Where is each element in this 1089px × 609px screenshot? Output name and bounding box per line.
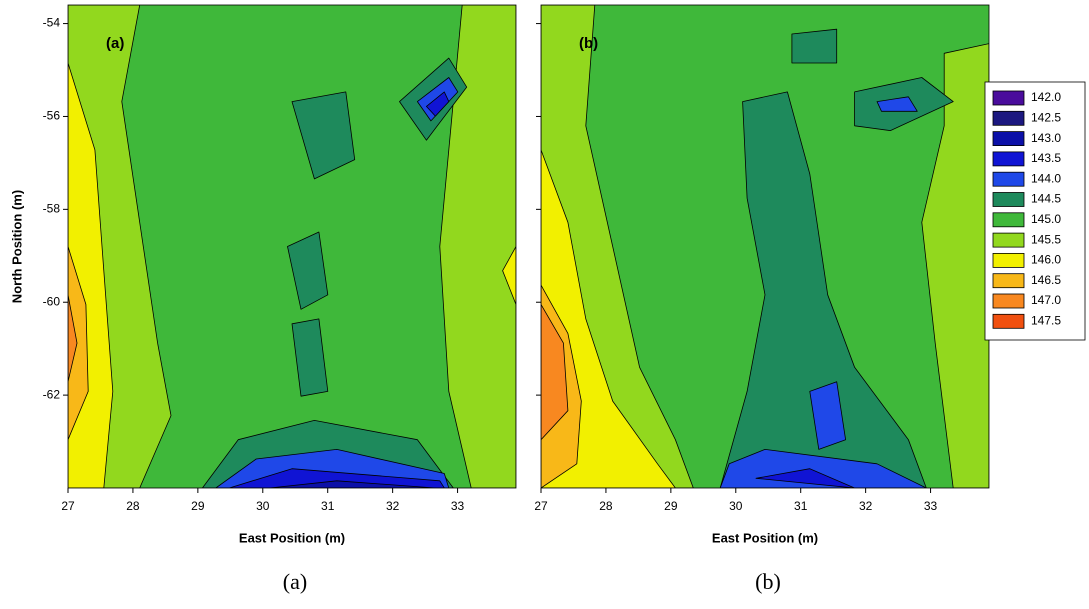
contour-region xyxy=(876,96,918,112)
contour-region xyxy=(68,246,89,441)
legend-swatch xyxy=(992,212,1025,228)
legend-label: 145.5 xyxy=(1031,232,1061,246)
x-tick-label: 33 xyxy=(924,499,938,513)
legend-swatch xyxy=(992,171,1025,187)
y-tick-label: -60 xyxy=(43,294,61,308)
legend-swatch xyxy=(992,273,1025,289)
legend-label: 143.0 xyxy=(1031,131,1061,145)
legend-label: 144.5 xyxy=(1031,192,1061,206)
plot-frame xyxy=(67,4,517,489)
contour-region xyxy=(269,480,436,488)
x-tick-label: 28 xyxy=(599,499,613,513)
legend-label: 143.5 xyxy=(1031,151,1061,165)
x-axis-label: East Position (m) xyxy=(239,530,345,545)
contour-region xyxy=(68,294,78,383)
x-tick-label: 31 xyxy=(321,499,335,513)
caption: (b) xyxy=(755,569,781,594)
x-tick-label: 33 xyxy=(451,499,465,513)
contour-region xyxy=(541,304,569,441)
y-tick-label: -62 xyxy=(43,387,61,401)
panel-label: (a) xyxy=(106,35,124,52)
contour-region xyxy=(291,91,356,180)
y-tick-label: -56 xyxy=(43,109,61,123)
legend-swatch xyxy=(992,90,1025,106)
legend-label: 145.0 xyxy=(1031,212,1061,226)
x-axis-label: East Position (m) xyxy=(712,530,818,545)
legend-swatch xyxy=(992,313,1025,329)
contour-region xyxy=(426,91,450,117)
panel-label: (b) xyxy=(579,35,598,52)
legend-swatch xyxy=(992,110,1025,126)
x-tick-label: 29 xyxy=(191,499,205,513)
x-tick-label: 30 xyxy=(729,499,743,513)
x-tick-label: 32 xyxy=(386,499,400,513)
y-tick-label: -54 xyxy=(43,16,61,30)
legend-swatch xyxy=(992,192,1025,207)
legend-swatch xyxy=(992,252,1025,268)
legend-label: 144.0 xyxy=(1031,171,1061,185)
legend-label: 142.5 xyxy=(1031,110,1061,124)
contour-region xyxy=(809,381,846,450)
contour-region xyxy=(921,43,989,488)
legend-label: 147.0 xyxy=(1031,293,1061,307)
x-tick-label: 31 xyxy=(794,499,808,513)
y-tick-label: -58 xyxy=(43,202,61,216)
y-axis-label: North Position (m) xyxy=(9,190,24,303)
contour-region xyxy=(287,231,329,310)
contour-region xyxy=(228,468,445,488)
contour-region xyxy=(755,468,855,488)
legend-label: 146.0 xyxy=(1031,253,1061,267)
x-tick-label: 27 xyxy=(61,499,75,513)
x-tick-label: 28 xyxy=(126,499,140,513)
legend-swatch xyxy=(992,131,1025,147)
legend-label: 142.0 xyxy=(1031,90,1061,104)
legend-label: 147.5 xyxy=(1031,313,1061,327)
x-tick-label: 32 xyxy=(859,499,873,513)
contour-region xyxy=(291,318,329,397)
contour-field xyxy=(68,5,516,488)
contour-region xyxy=(719,91,927,488)
x-tick-label: 29 xyxy=(664,499,678,513)
x-tick-label: 27 xyxy=(534,499,548,513)
legend-label: 146.5 xyxy=(1031,273,1061,287)
legend-swatch xyxy=(992,151,1025,167)
contour-region xyxy=(439,5,516,488)
contour-region xyxy=(791,28,838,64)
legend-swatch xyxy=(992,293,1025,309)
legend-swatch xyxy=(992,232,1025,248)
caption: (a) xyxy=(283,569,307,594)
x-tick-label: 30 xyxy=(256,499,270,513)
contour-region xyxy=(502,246,516,305)
contour-field xyxy=(541,5,989,488)
